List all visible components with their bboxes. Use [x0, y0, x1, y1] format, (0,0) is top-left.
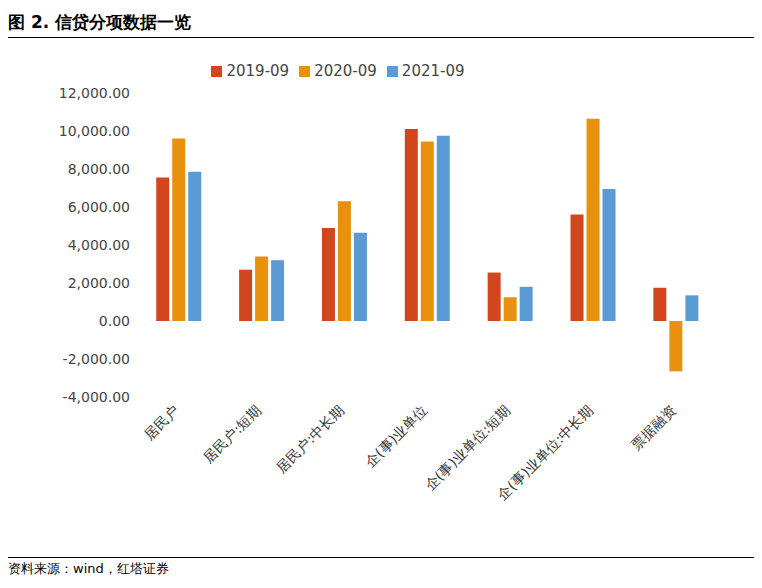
svg-text:居民户:短期: 居民户:短期: [200, 402, 264, 466]
html-text:图 2. 信贷分项数据一览: 图 2. 信贷分项数据一览: [8, 12, 192, 32]
svg-text:2,000.00: 2,000.00: [68, 275, 130, 291]
svg-text:企(事)业单位:中长期: 企(事)业单位:中长期: [494, 402, 596, 504]
svg-text:居民户: 居民户: [141, 402, 182, 443]
svg-text:企(事)业单位: 企(事)业单位: [362, 402, 431, 471]
html-text:2021-09: 2021-09: [401, 62, 465, 80]
svg-text:4,000.00: 4,000.00: [68, 237, 130, 253]
svg-text:居民户:中长期: 居民户:中长期: [273, 402, 347, 476]
svg-text:-4,000.00: -4,000.00: [63, 389, 130, 405]
svg-text:6,000.00: 6,000.00: [68, 199, 130, 215]
html-text:2020-09: 2020-09: [314, 62, 377, 80]
svg-text:-2,000.00: -2,000.00: [63, 351, 130, 367]
html-text:资料来源：wind，红塔证券: 资料来源：wind，红塔证券: [8, 561, 169, 576]
svg-text:票据融资: 票据融资: [628, 402, 679, 453]
svg-text:8,000.00: 8,000.00: [68, 161, 130, 177]
svg-text:企(事)业单位:短期: 企(事)业单位:短期: [421, 402, 513, 494]
svg-text:10,000.00: 10,000.00: [59, 123, 130, 139]
svg-text:12,000.00: 12,000.00: [59, 85, 130, 101]
svg-text:0.00: 0.00: [99, 313, 130, 329]
html-text:2019-09: 2019-09: [226, 62, 290, 80]
